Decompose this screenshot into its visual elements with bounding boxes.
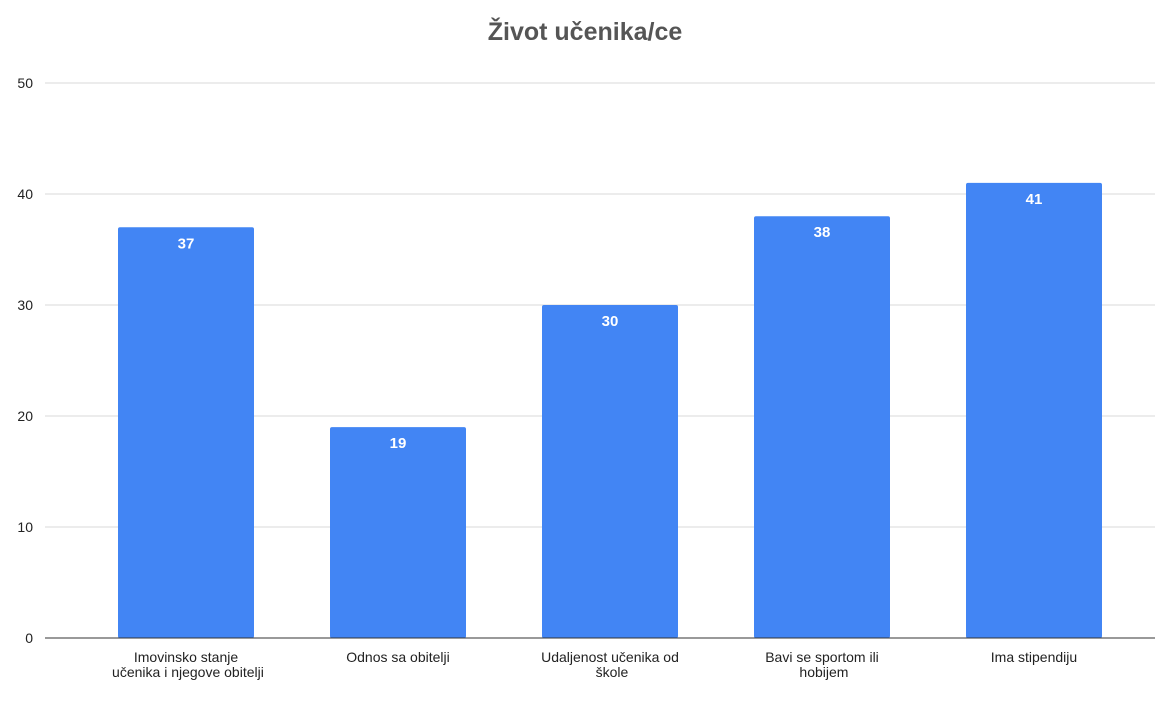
bar bbox=[330, 427, 466, 638]
x-tick-label: Udaljenost učenika od škole bbox=[541, 649, 679, 680]
x-tick-label: Bavi se sportom ili hobijem bbox=[765, 649, 879, 680]
x-tick-label: Odnos sa obitelji bbox=[346, 649, 450, 665]
y-tick-label: 20 bbox=[17, 408, 33, 424]
bar bbox=[118, 227, 254, 639]
y-tick-label: 50 bbox=[17, 75, 33, 91]
bar bbox=[542, 305, 678, 638]
bar bbox=[966, 182, 1102, 638]
y-tick-label: 40 bbox=[17, 186, 33, 202]
data-label: 37 bbox=[178, 235, 195, 252]
data-label: 41 bbox=[1026, 191, 1043, 208]
bar bbox=[754, 216, 890, 638]
y-tick-label: 10 bbox=[17, 519, 33, 535]
y-tick-label: 30 bbox=[17, 297, 33, 313]
data-label: 38 bbox=[814, 224, 831, 241]
data-label: 30 bbox=[602, 313, 619, 330]
x-tick-label: Imovinsko stanje učenika i njegove obite… bbox=[108, 649, 264, 680]
x-tick-label: Ima stipendiju bbox=[991, 649, 1077, 665]
y-tick-label: 0 bbox=[25, 630, 33, 646]
data-label: 19 bbox=[390, 435, 407, 452]
chart-title: Život učenika/ce bbox=[488, 16, 683, 46]
